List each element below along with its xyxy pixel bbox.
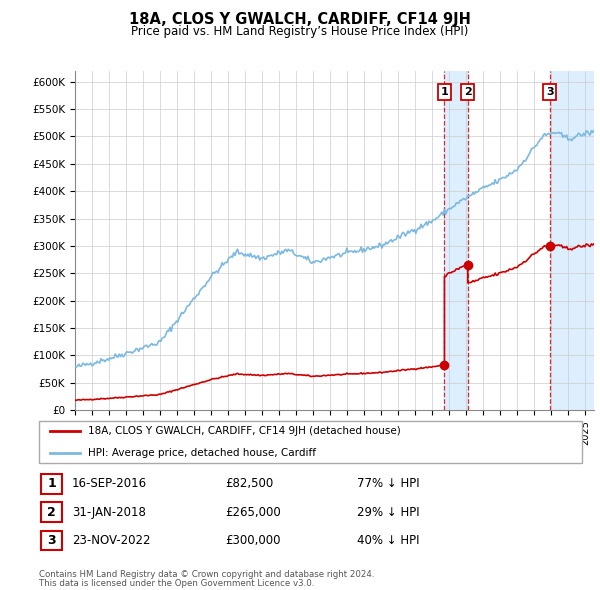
FancyBboxPatch shape <box>41 530 62 550</box>
Text: £82,500: £82,500 <box>225 477 273 490</box>
FancyBboxPatch shape <box>41 474 62 494</box>
Text: HPI: Average price, detached house, Cardiff: HPI: Average price, detached house, Card… <box>88 448 316 457</box>
Text: 18A, CLOS Y GWALCH, CARDIFF, CF14 9JH (detached house): 18A, CLOS Y GWALCH, CARDIFF, CF14 9JH (d… <box>88 427 401 436</box>
Text: 2: 2 <box>464 87 472 97</box>
Text: 29% ↓ HPI: 29% ↓ HPI <box>357 506 419 519</box>
Text: Contains HM Land Registry data © Crown copyright and database right 2024.: Contains HM Land Registry data © Crown c… <box>39 570 374 579</box>
Text: 3: 3 <box>47 534 56 547</box>
Bar <box>445 71 468 410</box>
FancyBboxPatch shape <box>39 421 582 463</box>
Text: 31-JAN-2018: 31-JAN-2018 <box>72 506 146 519</box>
Text: £265,000: £265,000 <box>225 506 281 519</box>
Text: 16-SEP-2016: 16-SEP-2016 <box>72 477 147 490</box>
Text: 23-NOV-2022: 23-NOV-2022 <box>72 534 151 547</box>
Text: 2: 2 <box>47 506 56 519</box>
Text: 40% ↓ HPI: 40% ↓ HPI <box>357 534 419 547</box>
FancyBboxPatch shape <box>41 502 62 522</box>
Text: 18A, CLOS Y GWALCH, CARDIFF, CF14 9JH: 18A, CLOS Y GWALCH, CARDIFF, CF14 9JH <box>129 12 471 27</box>
Text: 3: 3 <box>546 87 554 97</box>
Bar <box>550 71 594 410</box>
Text: This data is licensed under the Open Government Licence v3.0.: This data is licensed under the Open Gov… <box>39 579 314 588</box>
Text: £300,000: £300,000 <box>225 534 281 547</box>
Text: Price paid vs. HM Land Registry’s House Price Index (HPI): Price paid vs. HM Land Registry’s House … <box>131 25 469 38</box>
Text: 77% ↓ HPI: 77% ↓ HPI <box>357 477 419 490</box>
Text: 1: 1 <box>47 477 56 490</box>
Text: 1: 1 <box>440 87 448 97</box>
